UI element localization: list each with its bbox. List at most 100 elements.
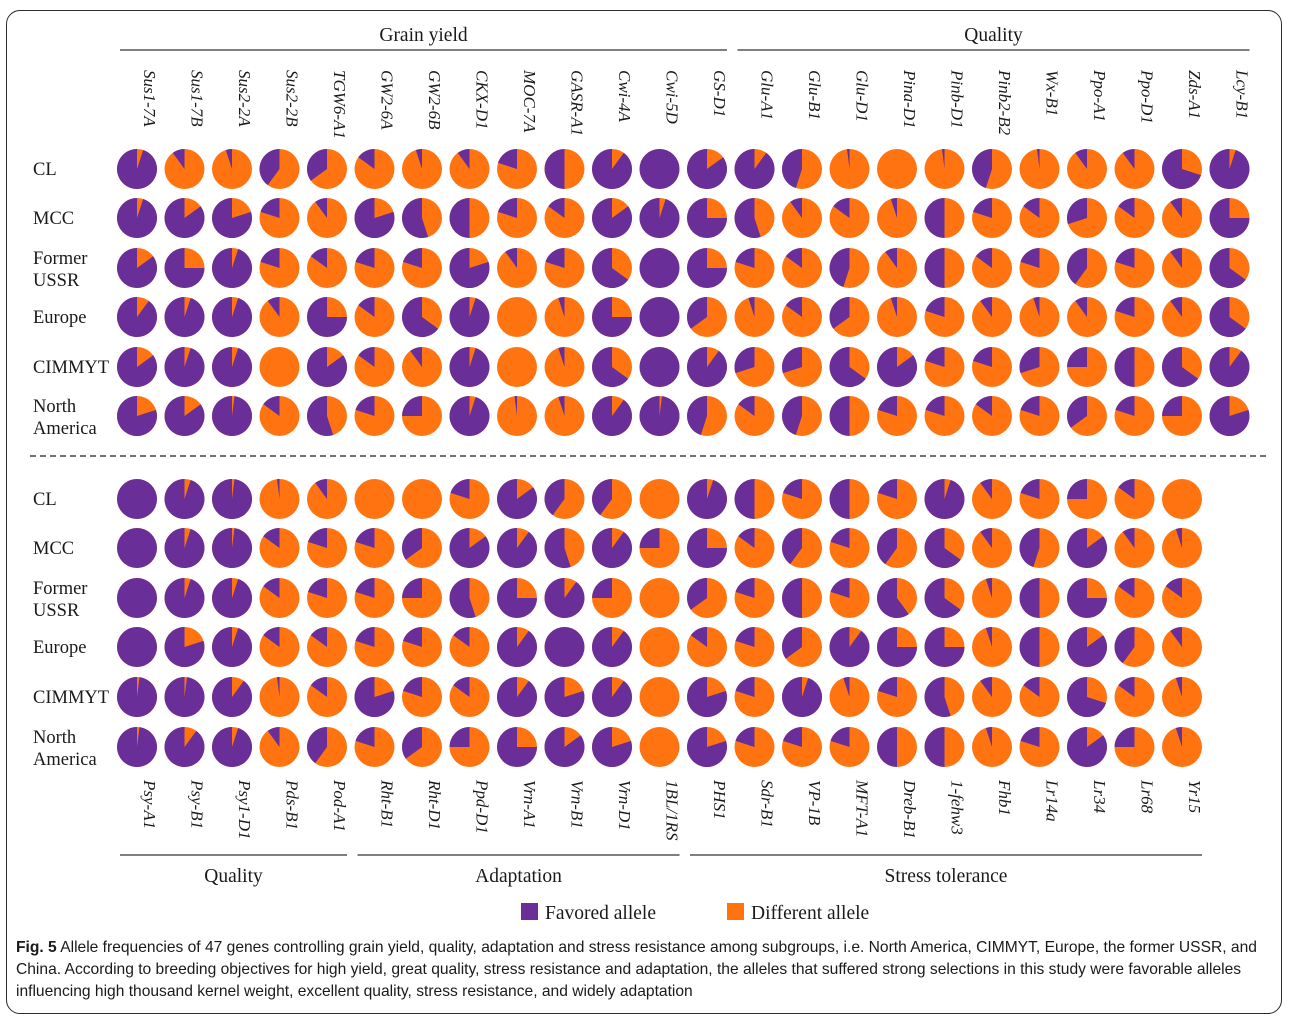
gene-label-1-18: Fhb1: [995, 779, 1014, 816]
pie-1-1-5-favored-slice: [355, 528, 375, 548]
pie-1-1-20-favored-slice: [1067, 528, 1107, 568]
pie-0-2-18-favored-slice: [975, 248, 992, 268]
pie-1-2-10-favored-slice: [592, 578, 612, 598]
gene-label-0-23: Lcy-B1: [1233, 69, 1252, 119]
group-label-0-1: Quality: [964, 25, 1023, 46]
pie-0-3-23-favored-slice: [1209, 297, 1246, 337]
pie-1-0-19-favored-slice: [1020, 479, 1040, 499]
pie-1-1-2-favored-slice: [211, 528, 252, 569]
pie-1-4-12-favored-slice: [687, 677, 727, 718]
pie-1-0-20-favored-slice: [1067, 479, 1087, 499]
pie-0-3-19-favored-slice: [1033, 297, 1040, 317]
pie-1-3-5-favored-slice: [355, 627, 375, 647]
pie-1-5-22-favored-slice: [1175, 727, 1182, 747]
pie-0-4-8-different-slice: [497, 347, 537, 387]
pie-1-4-5-favored-slice: [354, 677, 395, 718]
pie-1-3-16-favored-slice: [877, 627, 917, 667]
pie-0-4-4-favored-slice: [307, 347, 347, 387]
row-label-1-5-line1: North: [33, 728, 76, 748]
pie-1-1-22-favored-slice: [1175, 528, 1182, 548]
row-label-1-1: MCC: [33, 539, 74, 559]
legend-different-label: Different allele: [751, 903, 869, 924]
pie-0-5-0-favored-slice: [117, 396, 158, 437]
pie-0-1-10-favored-slice: [592, 198, 632, 239]
pie-0-3-14-favored-slice: [785, 297, 802, 317]
pie-0-2-8-favored-slice: [505, 248, 517, 268]
pie-0-3-18-favored-slice: [980, 297, 992, 317]
pie-1-5-18-favored-slice: [985, 727, 992, 747]
group-label-0-0: Grain yield: [379, 25, 468, 46]
pie-0-5-17-favored-slice: [925, 396, 945, 416]
pie-1-1-17-favored-slice: [924, 528, 961, 568]
pie-1-3-0-favored-slice: [117, 627, 157, 667]
pie-0-4-5-favored-slice: [358, 347, 375, 367]
pie-0-5-3-favored-slice: [263, 396, 280, 416]
row-label-0-1: MCC: [33, 209, 74, 229]
pie-1-0-17-favored-slice: [924, 479, 965, 519]
pie-0-1-3-favored-slice: [260, 198, 280, 218]
pie-0-0-0-favored-slice: [117, 149, 158, 190]
pie-1-0-1-favored-slice: [164, 479, 205, 519]
pie-0-0-16-different-slice: [877, 149, 917, 189]
pie-0-3-0-favored-slice: [116, 297, 157, 337]
pie-0-5-7-favored-slice: [449, 396, 490, 437]
gene-label-0-15: Glu-D1: [853, 70, 872, 122]
gene-label-1-6: Rht-D1: [425, 779, 444, 830]
pie-1-0-6-different-slice: [402, 479, 442, 519]
pie-1-1-6-favored-slice: [402, 528, 422, 560]
pie-0-0-8-favored-slice: [497, 149, 517, 169]
pie-0-0-19-favored-slice: [1036, 149, 1040, 169]
pie-0-0-10-favored-slice: [592, 148, 632, 190]
gene-label-1-15: MFT-A1: [853, 779, 872, 837]
pie-1-4-10-favored-slice: [592, 677, 633, 717]
pie-1-5-16-favored-slice: [877, 727, 897, 767]
gene-label-1-7: Ppd-D1: [473, 779, 492, 834]
pie-1-4-11-different-slice: [639, 677, 680, 717]
pie-0-2-1-favored-slice: [164, 248, 205, 288]
pie-1-5-9-favored-slice: [544, 727, 585, 768]
gene-label-0-6: GW2-6B: [425, 70, 444, 130]
pie-0-0-3-favored-slice: [259, 149, 280, 186]
pie-1-3-3-favored-slice: [263, 627, 280, 647]
pie-1-1-0-favored-slice: [117, 528, 157, 568]
pie-0-2-20-favored-slice: [1067, 247, 1087, 285]
figure-caption: Fig. 5 Allele frequencies of 47 genes co…: [16, 937, 1278, 1003]
gene-label-1-11: 1BL/1RS: [663, 780, 682, 841]
pie-1-5-5-favored-slice: [355, 727, 375, 747]
pie-0-3-8-different-slice: [497, 297, 537, 337]
pie-1-3-15-favored-slice: [829, 627, 870, 667]
pie-1-1-12-favored-slice: [687, 528, 727, 568]
row-label-0-5-line1: North: [33, 397, 76, 417]
pie-0-5-6-favored-slice: [402, 396, 422, 416]
pie-0-2-13-favored-slice: [735, 248, 755, 268]
pie-1-4-6-favored-slice: [402, 677, 422, 697]
row-label-0-2-line2: USSR: [33, 271, 80, 291]
pie-1-4-16-favored-slice: [877, 677, 897, 697]
pie-0-3-4-favored-slice: [307, 297, 347, 337]
pie-1-0-4-favored-slice: [315, 479, 327, 499]
gene-label-0-19: Wx-B1: [1043, 70, 1062, 116]
pie-1-5-7-favored-slice: [449, 727, 470, 747]
pie-0-1-8-favored-slice: [497, 198, 517, 218]
pie-0-3-11-favored-slice: [639, 297, 680, 337]
group-label-1-2: Stress tolerance: [885, 866, 1008, 887]
gene-label-0-7: CKX-D1: [473, 70, 492, 130]
pie-0-5-9-favored-slice: [558, 396, 565, 416]
pie-1-3-11-different-slice: [639, 627, 680, 667]
pie-0-3-7-favored-slice: [449, 297, 490, 337]
pie-1-3-9-favored-slice: [544, 627, 585, 667]
pie-0-2-16-favored-slice: [885, 248, 897, 268]
pie-1-2-5-favored-slice: [355, 578, 375, 598]
pie-0-1-15-favored-slice: [833, 198, 850, 218]
gene-label-1-9: Vrn-B1: [568, 780, 587, 829]
pie-0-0-20-favored-slice: [1075, 149, 1087, 169]
pie-1-4-21-favored-slice: [1118, 677, 1135, 697]
gene-label-1-0: Psy-A1: [140, 779, 159, 829]
row-label-0-4: CIMMYT: [33, 358, 109, 378]
pie-1-4-9-favored-slice: [544, 677, 585, 718]
pie-1-0-14-favored-slice: [782, 479, 802, 499]
row-label-1-2-line2: USSR: [33, 601, 80, 621]
pie-0-5-8-favored-slice: [514, 396, 517, 416]
pie-1-3-14-favored-slice: [782, 627, 802, 659]
pie-1-4-13-favored-slice: [735, 677, 755, 697]
